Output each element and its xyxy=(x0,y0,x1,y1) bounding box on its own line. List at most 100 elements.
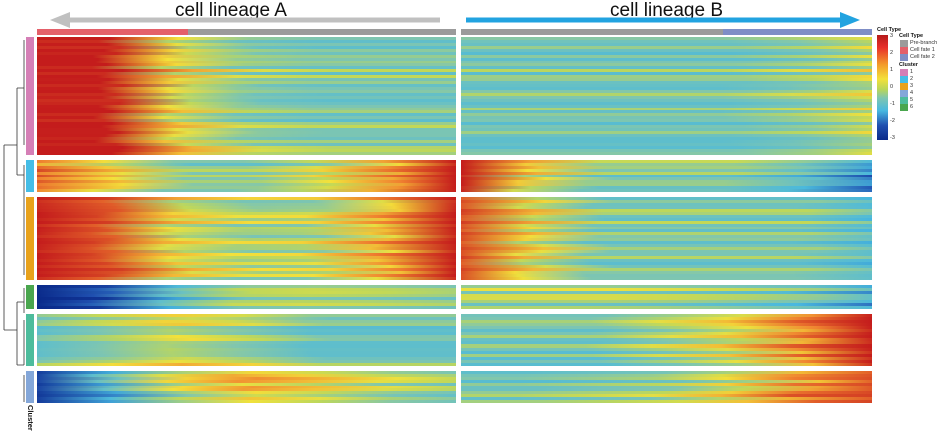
heatmap-row xyxy=(37,148,456,152)
legend-swatch xyxy=(900,104,908,111)
heatmap-row xyxy=(37,197,456,200)
heatmap-row xyxy=(461,320,872,324)
cluster-6-lineage-b-panel xyxy=(461,285,872,309)
cluster-4-lineage-a-panel xyxy=(37,371,456,403)
heatmap-row xyxy=(37,250,456,254)
heatmap-row xyxy=(461,285,872,288)
heatmap-row xyxy=(461,107,872,111)
heatmap-row xyxy=(37,75,456,79)
legend-label: 6 xyxy=(910,104,914,110)
heatmap-row xyxy=(461,180,872,184)
cluster-1-lineage-b-panel xyxy=(461,37,872,155)
heatmap-row xyxy=(37,189,456,192)
heatmap-row xyxy=(37,116,456,120)
heatmap-row xyxy=(37,119,456,123)
heatmap-row xyxy=(461,391,872,395)
heatmap-row xyxy=(37,329,456,333)
heatmap-row xyxy=(461,382,872,386)
heatmap-row xyxy=(37,113,456,117)
heatmap-row xyxy=(461,344,872,348)
heatmap-row xyxy=(461,95,872,99)
heatmap-row xyxy=(461,362,872,366)
heatmap-row xyxy=(461,45,872,49)
heatmap-row xyxy=(461,57,872,61)
heatmap-row xyxy=(37,151,456,155)
heatmap-row xyxy=(37,223,456,227)
heatmap-row xyxy=(461,48,872,52)
heatmap-row xyxy=(461,270,872,274)
heatmap-row xyxy=(37,347,456,351)
heatmap-row xyxy=(37,37,456,40)
colorbar xyxy=(877,35,888,140)
heatmap-row xyxy=(461,323,872,327)
heatmap-row xyxy=(461,385,872,389)
heatmap-row xyxy=(461,288,872,291)
heatmap-row xyxy=(461,104,872,108)
heatmap-row xyxy=(461,353,872,357)
heatmap-row xyxy=(37,220,456,224)
heatmap-row xyxy=(37,256,456,260)
heatmap-row xyxy=(461,276,872,280)
heatmap-row xyxy=(37,264,456,268)
heatmap-row xyxy=(461,350,872,354)
heatmap-row xyxy=(37,303,456,306)
heatmap-row xyxy=(37,69,456,73)
prebranch-annotation-bar-a xyxy=(188,29,456,35)
heatmap-row xyxy=(37,285,456,288)
heatmap-row xyxy=(461,303,872,306)
heatmap-row xyxy=(37,397,456,401)
cluster-1-lineage-a-panel xyxy=(37,37,456,155)
legend-label: 4 xyxy=(910,90,914,96)
cluster-3-color-bar xyxy=(26,197,34,280)
heatmap-row xyxy=(461,84,872,87)
heatmap-row xyxy=(37,253,456,257)
legend-swatch xyxy=(900,47,908,54)
heatmap-row xyxy=(37,186,456,190)
heatmap-row xyxy=(461,110,872,114)
heatmap-row xyxy=(37,353,456,357)
heatmap-row xyxy=(461,42,872,46)
heatmap-row xyxy=(461,253,872,257)
cluster-3-lineage-a-panel xyxy=(37,197,456,280)
heatmap-row xyxy=(37,317,456,321)
heatmap-row xyxy=(37,180,456,184)
heatmap-row xyxy=(37,139,456,143)
heatmap-row xyxy=(37,131,456,134)
heatmap-row xyxy=(37,125,456,129)
heatmap-row xyxy=(37,86,456,90)
heatmap-row xyxy=(461,78,872,82)
heatmap-row xyxy=(461,92,872,96)
heatmap-row xyxy=(461,116,872,120)
heatmap-row xyxy=(461,145,872,149)
heatmap-row xyxy=(37,199,456,203)
heatmap-row xyxy=(461,217,872,221)
heatmap-row xyxy=(461,341,872,345)
heatmap-row xyxy=(37,388,456,392)
heatmap-row xyxy=(37,165,456,169)
lineage-b-arrow xyxy=(466,12,860,28)
heatmap-row xyxy=(37,142,456,146)
heatmap-row xyxy=(461,89,872,93)
heatmap-row xyxy=(461,72,872,76)
heatmap-row xyxy=(461,267,872,271)
heatmap-row xyxy=(37,356,456,360)
heatmap-row xyxy=(37,332,456,336)
heatmap-row xyxy=(37,72,456,76)
heatmap-row xyxy=(37,320,456,324)
heatmap-row xyxy=(37,359,456,363)
legend-swatch xyxy=(900,76,908,83)
heatmap-row xyxy=(37,382,456,386)
heatmap-row xyxy=(461,373,872,377)
heatmap-row xyxy=(461,261,872,265)
heatmap-row xyxy=(37,45,456,49)
dendrogram xyxy=(3,40,25,402)
legend-swatch xyxy=(900,90,908,97)
heatmap-row xyxy=(37,344,456,348)
heatmap-row xyxy=(461,98,872,102)
heatmap-row xyxy=(461,256,872,260)
heatmap-row xyxy=(37,229,456,233)
heatmap-row xyxy=(461,273,872,277)
heatmap-row xyxy=(37,232,456,236)
heatmap-row xyxy=(461,81,872,84)
heatmap-row xyxy=(461,294,872,297)
